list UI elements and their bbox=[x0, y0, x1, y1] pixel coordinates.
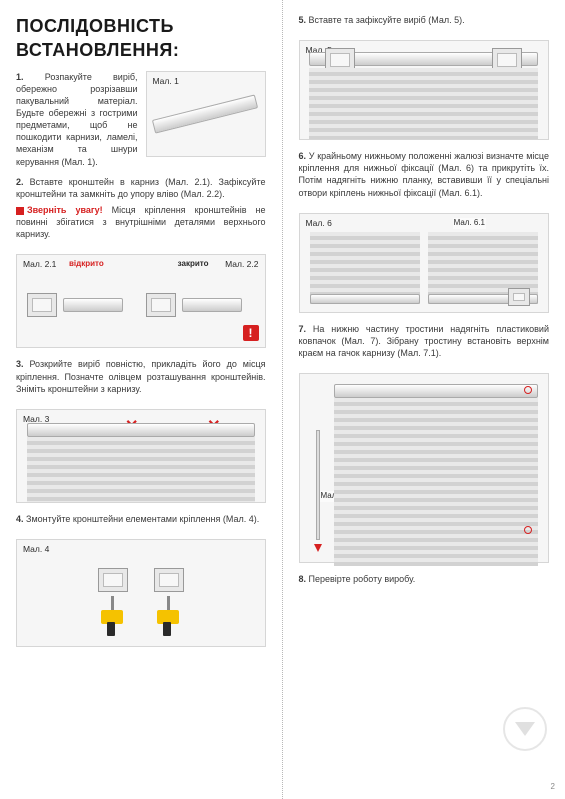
step-2: 2. Вставте кронштейн в карниз (Мал. 2.1)… bbox=[16, 176, 266, 241]
figure-7-art bbox=[300, 374, 549, 562]
step-5-body: Вставте та зафіксуйте виріб (Мал. 5). bbox=[309, 15, 465, 25]
step-6: 6. У крайньому нижньому положенні жалюзі… bbox=[299, 150, 550, 199]
watermark-icon bbox=[503, 707, 547, 751]
figure-6-art bbox=[300, 214, 549, 312]
drill-icon bbox=[99, 596, 127, 636]
figure-22-label: Мал. 2.2 bbox=[225, 259, 258, 270]
step-1-text: 1. Розпакуйте виріб, обережно розрізавши… bbox=[16, 71, 138, 168]
figure-1: Мал. 1 bbox=[146, 71, 266, 157]
step-4-body: Змонтуйте кронштейни елементами кріпленн… bbox=[26, 514, 259, 524]
step-4-text: 4. Змонтуйте кронштейни елементами кріпл… bbox=[16, 513, 266, 525]
step-3-body: Розкрийте виріб повністю, прикладіть йог… bbox=[16, 359, 266, 393]
figure-5-art bbox=[300, 41, 549, 139]
step-6-text: 6. У крайньому нижньому положенні жалюзі… bbox=[299, 150, 550, 199]
warning-badge-icon: ! bbox=[243, 325, 259, 341]
figure-6-label: Мал. 6 bbox=[306, 218, 332, 229]
figure-7: Мал. 7 Мал. 7.1 bbox=[299, 373, 550, 563]
warning-icon bbox=[16, 207, 24, 215]
figure-4: Мал. 4 bbox=[16, 539, 266, 647]
wand-icon bbox=[310, 384, 326, 552]
figure-61-label: Мал. 6.1 bbox=[453, 218, 486, 229]
figure-4-label: Мал. 4 bbox=[23, 544, 49, 555]
step-4-num: 4. bbox=[16, 514, 24, 524]
step-2-text: 2. Вставте кронштейн в карниз (Мал. 2.1)… bbox=[16, 176, 266, 200]
step-8: 8. Перевірте роботу виробу. bbox=[299, 573, 550, 585]
figure-3: Мал. 3 ✕ ✕ bbox=[16, 409, 266, 503]
drill-icon bbox=[155, 596, 183, 636]
figure-6: Мал. 6 Мал. 6.1 bbox=[299, 213, 550, 313]
step-1: 1. Розпакуйте виріб, обережно розрізавши… bbox=[16, 71, 266, 168]
step-7-text: 7. На нижню частину тростини надягніть п… bbox=[299, 323, 550, 359]
figure-3-art bbox=[17, 410, 265, 502]
step-3: 3. Розкрийте виріб повністю, прикладіть … bbox=[16, 358, 266, 394]
step-3-text: 3. Розкрийте виріб повністю, прикладіть … bbox=[16, 358, 266, 394]
step-2-body: Вставте кронштейн в карниз (Мал. 2.1). З… bbox=[16, 177, 266, 199]
figure-1-label: Мал. 1 bbox=[153, 76, 179, 87]
figure-4-art bbox=[17, 540, 265, 646]
warning-label: Зверніть увагу! bbox=[27, 205, 103, 215]
step-8-text: 8. Перевірте роботу виробу. bbox=[299, 573, 550, 585]
step-2-num: 2. bbox=[16, 177, 24, 187]
figure-5: Мал. 5 bbox=[299, 40, 550, 140]
figure-2: Мал. 2.1 Мал. 2.2 відкрито закрито ! bbox=[16, 254, 266, 348]
step-1-num: 1. bbox=[16, 72, 24, 82]
label-close: закрито bbox=[178, 259, 209, 270]
page-title: ПОСЛІДОВНІСТЬ ВСТАНОВЛЕННЯ: bbox=[16, 14, 266, 63]
step-7: 7. На нижню частину тростини надягніть п… bbox=[299, 323, 550, 359]
right-column: 5. Вставте та зафіксуйте виріб (Мал. 5).… bbox=[283, 0, 565, 799]
step-2-warning: Зверніть увагу! Місця кріплення кронштей… bbox=[16, 204, 266, 240]
step-5: 5. Вставте та зафіксуйте виріб (Мал. 5). bbox=[299, 14, 550, 26]
step-8-body: Перевірте роботу виробу. bbox=[309, 574, 416, 584]
step-1-body: Розпакуйте виріб, обережно розрізавши па… bbox=[16, 72, 138, 167]
step-8-num: 8. bbox=[299, 574, 307, 584]
step-6-body: У крайньому нижньому положенні жалюзі ви… bbox=[299, 151, 550, 197]
label-open: відкрито bbox=[69, 259, 104, 270]
step-7-body: На нижню частину тростини надягніть плас… bbox=[299, 324, 550, 358]
step-5-text: 5. Вставте та зафіксуйте виріб (Мал. 5). bbox=[299, 14, 550, 26]
step-7-num: 7. bbox=[299, 324, 307, 334]
step-4: 4. Змонтуйте кронштейни елементами кріпл… bbox=[16, 513, 266, 525]
left-column: ПОСЛІДОВНІСТЬ ВСТАНОВЛЕННЯ: 1. Розпакуйт… bbox=[0, 0, 283, 799]
figure-21-label: Мал. 2.1 bbox=[23, 259, 56, 270]
step-3-num: 3. bbox=[16, 359, 24, 369]
step-5-num: 5. bbox=[299, 15, 307, 25]
page-number: 2 bbox=[551, 782, 555, 793]
step-6-num: 6. bbox=[299, 151, 307, 161]
